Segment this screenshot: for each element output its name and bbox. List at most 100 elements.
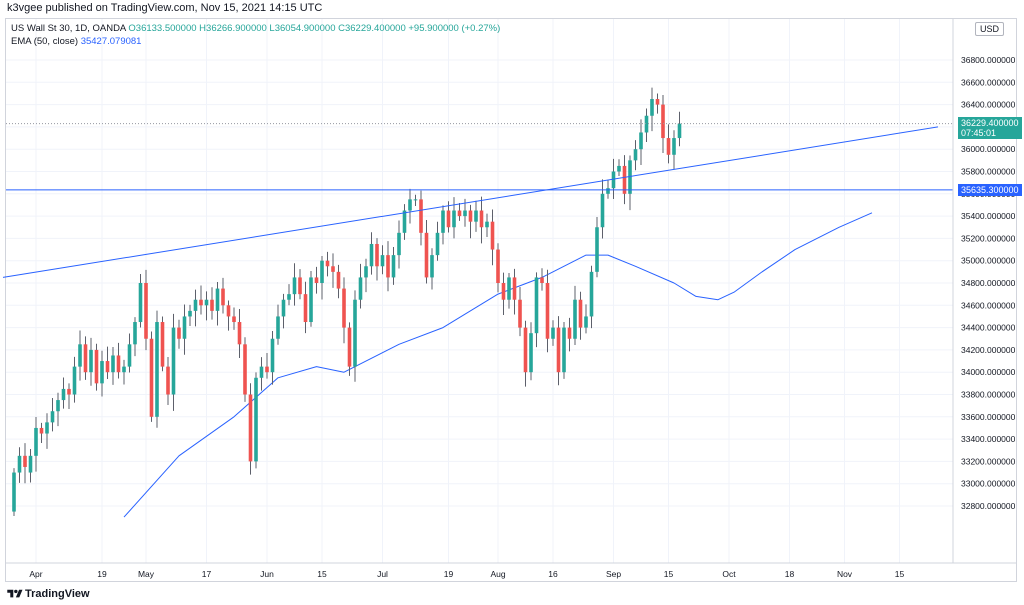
chart-frame[interactable] (5, 18, 1017, 582)
candle-body (39, 427, 44, 434)
candle (100, 350, 104, 397)
time-axis-label: Jul (377, 569, 388, 579)
candle-body (540, 277, 544, 283)
candle (276, 304, 280, 345)
candle (655, 93, 660, 114)
candle (232, 307, 236, 330)
candle-body (160, 322, 165, 367)
candle (584, 304, 588, 334)
publisher-text: k3vgee published on TradingView.com, Nov… (7, 2, 323, 14)
candle (61, 377, 66, 409)
candle (45, 413, 49, 449)
price-axis-label: 35000.000000 (961, 256, 1016, 266)
candle (254, 372, 258, 469)
candle-body (606, 188, 610, 194)
candle-body (446, 210, 451, 228)
candle (490, 209, 495, 266)
time-axis-label: Aug (490, 569, 505, 579)
candle-body (237, 322, 242, 345)
candle (204, 291, 209, 321)
candle (166, 357, 170, 405)
candle (270, 331, 275, 385)
time-axis-label: Oct (722, 569, 736, 579)
candle (364, 258, 368, 293)
candle-body (78, 344, 82, 367)
candle-body (490, 221, 495, 250)
chart-legend: US Wall St 30, 1D, OANDA O36133.500000 H… (11, 22, 500, 48)
currency-badge[interactable]: USD (975, 22, 1005, 36)
candle-body (177, 327, 181, 339)
candle-body (655, 99, 660, 105)
candle (485, 213, 489, 238)
candle-body (567, 327, 572, 339)
price-axis-label: 34400.000000 (961, 323, 1016, 333)
price-axis-label: 35200.000000 (961, 233, 1016, 243)
candle-body (562, 327, 566, 373)
candle (369, 232, 374, 275)
candle-body (463, 210, 467, 217)
candle-body (336, 271, 341, 289)
candle-body (259, 366, 264, 378)
candle (149, 331, 154, 422)
candle-body (353, 299, 357, 367)
candle (243, 337, 247, 402)
candle-body (232, 316, 236, 323)
candle-body (413, 199, 418, 201)
candle-body (468, 210, 473, 222)
candle (226, 300, 231, 331)
candle (567, 317, 572, 352)
candle (633, 140, 638, 171)
candle (303, 281, 308, 334)
candle-body (23, 455, 27, 467)
candle (595, 216, 599, 278)
candle-body (138, 283, 143, 323)
candle (127, 333, 132, 373)
candle (424, 220, 429, 284)
time-axis-label: 15 (317, 569, 327, 579)
candle (298, 269, 302, 300)
candle-body (122, 366, 126, 373)
candle-body (512, 277, 517, 300)
candle-body (573, 299, 577, 339)
candle (105, 346, 110, 380)
candle (116, 342, 121, 379)
legend-row-ema: EMA (50, close) 35427.079081 (11, 35, 500, 48)
candle (628, 155, 632, 211)
legend-row-symbol: US Wall St 30, 1D, OANDA O36133.500000 H… (11, 22, 500, 35)
candle (67, 383, 71, 409)
candle (259, 357, 264, 391)
candle (666, 124, 671, 164)
candle (441, 205, 445, 245)
ohlc-values: O36133.500000 H36266.900000 L36054.90000… (128, 23, 501, 34)
price-axis-label: 36800.000000 (961, 55, 1016, 65)
candle (386, 241, 390, 292)
candle (144, 269, 148, 351)
price-axis-label: 33200.000000 (961, 456, 1016, 466)
candle (199, 285, 203, 315)
candle-body (127, 344, 132, 367)
candle (171, 313, 176, 411)
candle (677, 111, 682, 147)
candle-body (28, 455, 33, 473)
candle-body (12, 472, 16, 512)
candle (391, 246, 396, 285)
candle (160, 316, 165, 372)
candle-body (243, 344, 247, 395)
candle-body (578, 299, 583, 328)
candle (402, 204, 407, 240)
countdown-value: 07:45:01 (961, 127, 997, 138)
candle-body (496, 249, 500, 283)
chart-header: k3vgee published on TradingView.com, Nov… (0, 0, 1024, 18)
candle (501, 272, 506, 316)
candle (237, 308, 242, 359)
candle-body (364, 266, 368, 278)
candle-body (265, 366, 269, 373)
candle (650, 87, 654, 132)
candle (452, 197, 456, 239)
candle (463, 198, 467, 227)
candle (122, 359, 126, 385)
footer: TradingView (0, 583, 1024, 605)
drawing-layer (2, 123, 953, 278)
candle (540, 268, 544, 291)
